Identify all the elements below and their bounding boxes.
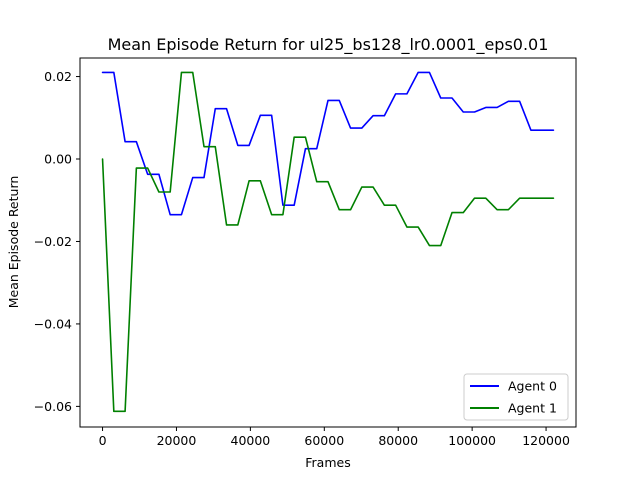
- legend-label-agent-1: Agent 1: [508, 401, 557, 416]
- x-axis-ticks: 0 20000 40000 60000 80000 100000 120000: [99, 427, 570, 448]
- x-tick-label: 60000: [304, 433, 344, 448]
- y-tick-label: 0.02: [44, 69, 72, 84]
- legend-label-agent-0: Agent 0: [508, 379, 557, 394]
- x-tick-label: 80000: [378, 433, 418, 448]
- x-tick-label: 0: [99, 433, 107, 448]
- x-tick-label: 40000: [231, 433, 271, 448]
- series-layer: [101, 71, 555, 413]
- x-axis-label: Frames: [305, 455, 350, 470]
- y-tick-label: −0.02: [34, 234, 72, 249]
- y-axis-ticks: 0.02 0.00 −0.02 −0.04 −0.06: [34, 69, 80, 414]
- y-axis-label: Mean Episode Return: [6, 176, 21, 309]
- y-tick-label: −0.06: [34, 399, 72, 414]
- plot-area: [79, 57, 577, 428]
- series-line-agent-0: [101, 71, 555, 216]
- series-line-agent-1: [101, 71, 555, 413]
- plot-frame: [79, 57, 577, 428]
- y-tick-label: −0.04: [34, 316, 72, 331]
- chart-title: Mean Episode Return for ul25_bs128_lr0.0…: [108, 35, 549, 55]
- y-tick-label: 0.00: [44, 152, 72, 167]
- x-tick-label: 120000: [522, 433, 570, 448]
- x-tick-label: 20000: [157, 433, 197, 448]
- x-tick-label: 100000: [448, 433, 496, 448]
- legend: Agent 0 Agent 1: [463, 373, 569, 421]
